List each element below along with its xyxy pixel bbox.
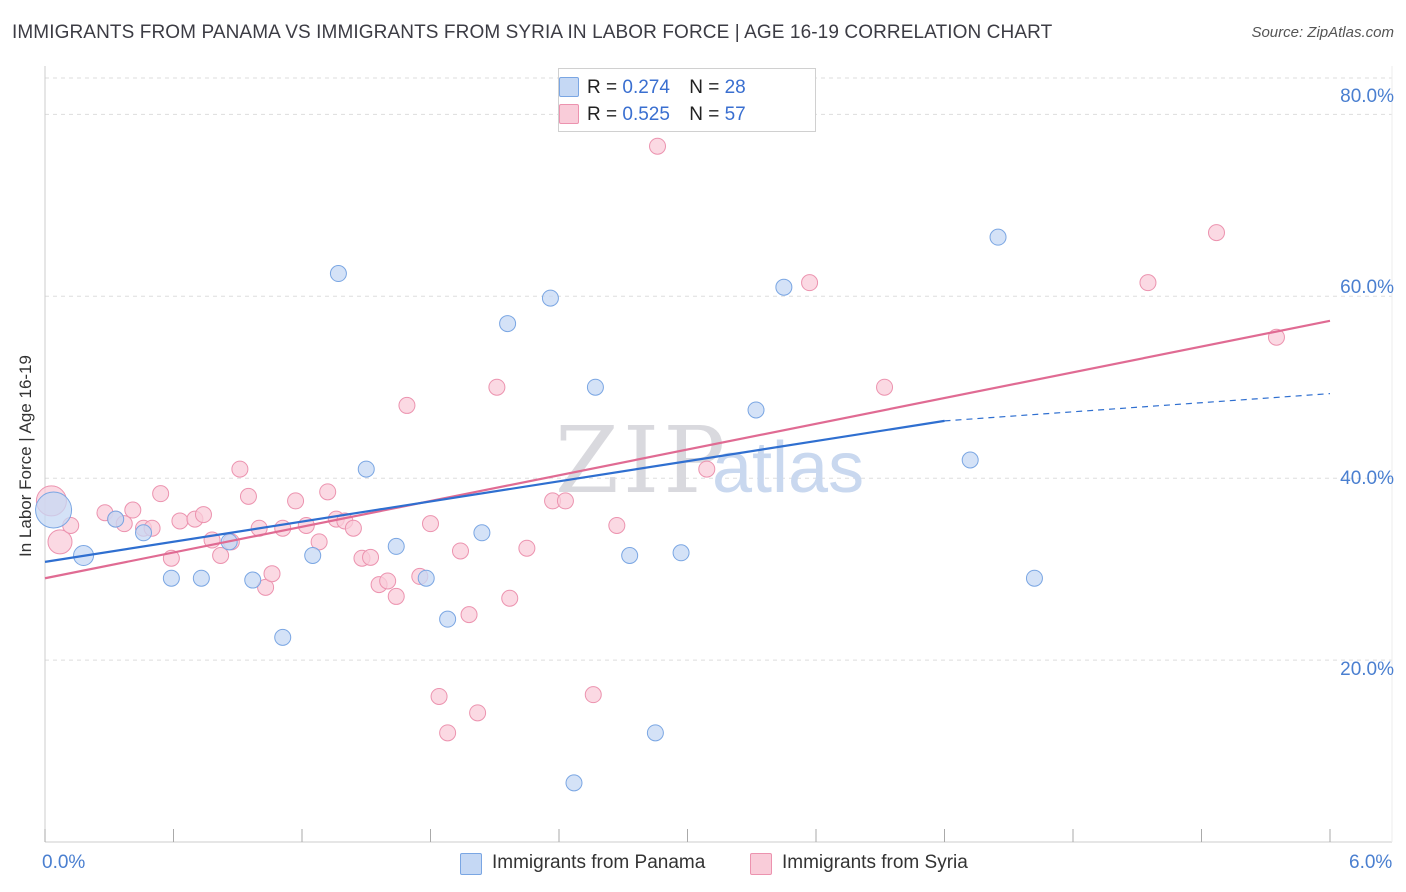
- syria-point: [152, 485, 170, 503]
- syria-point: [801, 274, 819, 292]
- syria-point: [263, 565, 281, 583]
- syria-point: [124, 501, 142, 519]
- panama-point: [107, 510, 125, 528]
- syria-point: [608, 516, 626, 534]
- syria-trend-line: [44, 319, 1331, 580]
- panama-point: [439, 610, 457, 628]
- syria-point: [274, 519, 292, 537]
- panama-point: [417, 569, 435, 587]
- panama-point: [304, 547, 322, 564]
- syria-point: [344, 519, 362, 537]
- syria-point: [171, 512, 189, 530]
- syria-point: [556, 492, 574, 510]
- source-credit: Source: ZipAtlas.com: [1251, 24, 1394, 41]
- syria-point: [430, 687, 448, 705]
- legend-r-label: R =: [587, 77, 618, 98]
- correlation-legend: R = 0.274 N = 28 R = 0.525 N = 57: [558, 68, 816, 132]
- y-tick-label: 80.0%: [1340, 86, 1394, 107]
- syria-point: [439, 724, 457, 742]
- syria-point: [460, 606, 478, 624]
- panama-point: [1025, 569, 1043, 587]
- syria-point: [194, 506, 212, 524]
- panama-trend-line: [44, 419, 945, 563]
- syria-point: [876, 378, 894, 396]
- legend-row-syria: R = 0.525 N = 57: [559, 104, 746, 126]
- syria-point: [451, 542, 469, 560]
- syria-point: [1207, 224, 1225, 242]
- panama-point: [646, 724, 664, 742]
- panama-point: [244, 571, 262, 589]
- syria-point: [469, 704, 487, 722]
- syria-point: [362, 548, 380, 566]
- syria-point: [1139, 274, 1157, 292]
- panama-point: [499, 315, 517, 333]
- panama-point: [387, 537, 405, 555]
- x-tick-label: 6.0%: [1349, 852, 1393, 873]
- legend-n-value: 28: [724, 77, 746, 98]
- panama-point: [621, 547, 639, 564]
- panama-point: [747, 401, 765, 419]
- panama-point: [162, 569, 180, 587]
- syria-point: [319, 483, 337, 501]
- syria-point: [212, 547, 230, 564]
- panama-point: [192, 569, 210, 587]
- panama-point: [135, 524, 153, 542]
- legend-r-label: R =: [587, 104, 618, 125]
- panama-swatch: [460, 853, 482, 875]
- legend-r-value: 0.274: [622, 77, 670, 98]
- panama-point: [541, 289, 559, 307]
- syria-point: [47, 529, 73, 555]
- x-tick-label: 0.0%: [42, 852, 86, 873]
- syria-point: [310, 533, 328, 551]
- panama-point: [989, 228, 1007, 246]
- y-tick-label: 40.0%: [1340, 468, 1394, 489]
- panama-point: [473, 524, 491, 542]
- syria-point: [287, 492, 305, 510]
- syria-point: [649, 137, 667, 155]
- syria-point: [379, 572, 397, 590]
- panama-point: [35, 491, 73, 529]
- syria-swatch: [750, 853, 772, 875]
- legend-n-label: N =: [689, 77, 720, 98]
- panama-point: [329, 265, 347, 283]
- y-tick-label: 60.0%: [1340, 277, 1394, 298]
- panama-swatch: [559, 77, 579, 97]
- syria-swatch: [559, 104, 579, 124]
- syria-point: [698, 460, 716, 478]
- syria-point: [518, 539, 536, 557]
- legend-r-value: 0.525: [622, 104, 670, 125]
- syria-point: [488, 378, 506, 396]
- panama-point: [274, 628, 292, 646]
- panama-point: [961, 451, 979, 469]
- watermark-zip: ZIP: [555, 407, 729, 514]
- legend-n-value: 57: [724, 104, 746, 125]
- legend-panama-label: Immigrants from Panama: [492, 852, 706, 873]
- syria-point: [231, 460, 249, 478]
- syria-point: [387, 587, 405, 605]
- chart-title: IMMIGRANTS FROM PANAMA VS IMMIGRANTS FRO…: [12, 22, 1053, 43]
- panama-point: [775, 278, 793, 296]
- y-tick-label: 20.0%: [1340, 659, 1394, 680]
- watermark-atlas: atlas: [712, 428, 864, 508]
- panama-point: [357, 460, 375, 478]
- legend-syria-label: Immigrants from Syria: [782, 852, 968, 873]
- syria-point: [422, 515, 439, 533]
- legend-row-panama: R = 0.274 N = 28: [559, 77, 746, 99]
- panama-trend-extension: [944, 393, 1331, 422]
- syria-point: [584, 686, 602, 704]
- syria-point: [257, 578, 275, 596]
- panama-point: [565, 774, 583, 792]
- panama-point: [586, 378, 604, 396]
- syria-point: [398, 396, 416, 414]
- legend-n-label: N =: [689, 104, 720, 125]
- syria-point: [501, 589, 519, 607]
- syria-point: [239, 487, 257, 505]
- panama-point: [672, 544, 690, 562]
